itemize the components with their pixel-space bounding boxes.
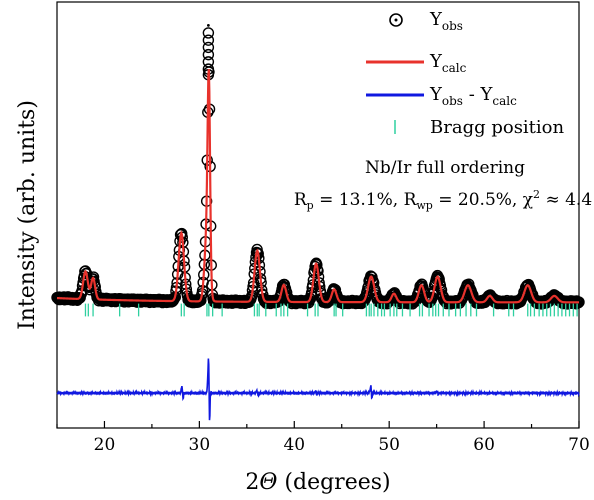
annotation-title: Nb/Ir full ordering [365,158,525,178]
legend-entry-calculated: Ycalc [366,51,467,75]
x-tick-label: 40 [283,435,305,455]
observed-point [202,56,215,68]
plot-frame [56,1,580,429]
observed-point [202,34,215,46]
x-tick-label: 60 [473,435,495,455]
annotation-stats: Rp = 13.1%, Rwp = 20.5%, χ2 ≈ 4.4 [294,188,592,212]
legend-entry-difference: Yobs - Ycalc [366,84,517,108]
legend-marker-observed [389,13,403,27]
legend-marker-observed-dot [394,18,398,22]
data-layer [51,24,585,421]
legend-entry-observed: Yobs [389,9,463,33]
difference-series [56,358,580,421]
x-axis-label-symbol: Θ [259,470,277,495]
x-tick-label: 50 [378,435,400,455]
observed-point [329,284,342,296]
legend-label-bragg: Bragg position [430,117,565,138]
legend: Yobs Ycalc Yobs - Ycalc Bragg position [366,9,565,138]
observed-point [202,27,215,39]
x-tick-label: 20 [94,435,116,455]
bragg-positions [84,303,578,317]
x-axis: 20 30 40 50 60 70 [56,421,590,455]
legend-label-difference: Yobs - Ycalc [429,84,517,108]
legend-label-calculated: Ycalc [429,51,467,75]
observed-point [202,48,215,61]
x-axis-label-suffix: (degrees) [277,470,390,495]
x-tick-label: 70 [568,435,590,455]
y-axis-label: Intensity (arb. units) [15,100,40,330]
legend-entry-bragg: Bragg position [394,117,565,138]
x-axis-label: 2Θ (degrees) [245,470,390,495]
x-axis-label-prefix: 2 [245,470,259,495]
x-tick-label: 30 [189,435,211,455]
observed-point-center [206,24,210,27]
calculated-series [56,69,579,304]
legend-label-observed: Yobs [429,9,463,33]
observed-point [202,41,215,54]
